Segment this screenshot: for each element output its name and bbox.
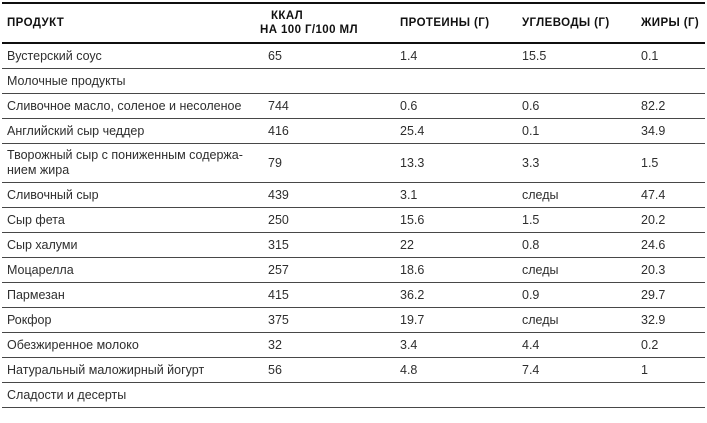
- product-cell: Пармезан: [7, 287, 65, 302]
- fat-cell: 34.9: [641, 123, 666, 138]
- protein-cell: 19.7: [400, 312, 425, 327]
- product-cell: Творожный сыр с пониженным содержа­нием …: [7, 148, 243, 177]
- kcal-cell: [260, 77, 400, 85]
- carbs-cell: 0.8: [522, 237, 540, 252]
- fat-cell: 1: [641, 362, 648, 377]
- table-row: Рокфор 375 19.7 следы 32.9: [2, 308, 705, 333]
- table-row: Сыр халуми 315 22 0.8 24.6: [2, 233, 705, 258]
- column-header-product: ПРОДУКТ: [7, 17, 65, 29]
- protein-cell: 13.3: [400, 155, 425, 170]
- protein-cell: 4.8: [400, 362, 418, 377]
- table-row: Сыр фета 250 15.6 1.5 20.2: [2, 208, 705, 233]
- fat-cell: [640, 77, 705, 85]
- fat-cell: 0.2: [641, 337, 659, 352]
- table-row: Обезжиренное молоко 32 3.4 4.4 0.2: [2, 333, 705, 358]
- section-header-row: Сладости и десерты: [2, 383, 705, 408]
- protein-cell: 15.6: [400, 212, 425, 227]
- protein-cell: 18.6: [400, 262, 425, 277]
- protein-cell: 36.2: [400, 287, 425, 302]
- carbs-cell: следы: [522, 312, 559, 327]
- protein-cell: [400, 77, 522, 85]
- fat-cell: 32.9: [641, 312, 666, 327]
- kcal-cell: 65: [268, 48, 282, 63]
- kcal-cell: 79: [268, 155, 282, 170]
- carbs-cell: 0.6: [522, 98, 540, 113]
- protein-cell: 0.6: [400, 98, 418, 113]
- column-header-protein: ПРОТЕИНЫ (Г): [400, 17, 490, 29]
- table-header-row: ПРОДУКТ ККАЛ НА 100 Г/100 МЛ ПРОТЕИНЫ (Г…: [2, 4, 705, 44]
- kcal-cell: [260, 391, 400, 399]
- kcal-cell: 250: [268, 212, 289, 227]
- product-cell: Обезжиренное молоко: [7, 337, 139, 352]
- column-header-fat: ЖИРЫ (Г): [641, 17, 700, 29]
- carbs-cell: 1.5: [522, 212, 540, 227]
- column-header-kcal-line1: ККАЛ: [271, 10, 304, 22]
- table-row: Натуральный маложирный йогурт 56 4.8 7.4…: [2, 358, 705, 383]
- table-row: Английский сыр чеддер 416 25.4 0.1 34.9: [2, 119, 705, 144]
- product-cell: Сыр халуми: [7, 237, 78, 252]
- protein-cell: 22: [400, 237, 414, 252]
- section-header-row: Молочные продукты: [2, 69, 705, 94]
- fat-cell: 82.2: [641, 98, 666, 113]
- product-cell: Сыр фета: [7, 212, 65, 227]
- protein-cell: [400, 391, 522, 399]
- kcal-cell: 415: [268, 287, 289, 302]
- kcal-cell: 56: [268, 362, 282, 377]
- protein-cell: 3.1: [400, 187, 418, 202]
- table-row: Моцарелла 257 18.6 следы 20.3: [2, 258, 705, 283]
- carbs-cell: 4.4: [522, 337, 540, 352]
- kcal-cell: 439: [268, 187, 289, 202]
- table-row: Вустерский соус 65 1.4 15.5 0.1: [2, 44, 705, 69]
- product-cell: Вустерский соус: [7, 48, 102, 63]
- product-cell: Сливочный сыр: [7, 187, 99, 202]
- protein-cell: 25.4: [400, 123, 425, 138]
- product-cell: Сливочное масло, соленое и несоленое: [7, 98, 242, 113]
- kcal-cell: 257: [268, 262, 289, 277]
- fat-cell: 20.2: [641, 212, 666, 227]
- product-cell: Моцарелла: [7, 262, 74, 277]
- kcal-cell: 32: [268, 337, 282, 352]
- protein-cell: 3.4: [400, 337, 418, 352]
- fat-cell: [640, 391, 705, 399]
- fat-cell: 47.4: [641, 187, 666, 202]
- product-cell: Рокфор: [7, 312, 52, 327]
- product-cell: Английский сыр чеддер: [7, 123, 145, 138]
- nutrition-table: ПРОДУКТ ККАЛ НА 100 Г/100 МЛ ПРОТЕИНЫ (Г…: [2, 2, 705, 408]
- kcal-cell: 416: [268, 123, 289, 138]
- kcal-cell: 315: [268, 237, 289, 252]
- product-cell: Сладости и десерты: [7, 387, 127, 402]
- carbs-cell: следы: [522, 187, 559, 202]
- fat-cell: 1.5: [641, 155, 659, 170]
- carbs-cell: [522, 391, 640, 399]
- kcal-cell: 375: [268, 312, 289, 327]
- carbs-cell: 0.9: [522, 287, 540, 302]
- table-row: Сливочное масло, соленое и несоленое 744…: [2, 94, 705, 119]
- carbs-cell: 3.3: [522, 155, 540, 170]
- carbs-cell: 15.5: [522, 48, 547, 63]
- fat-cell: 0.1: [641, 48, 659, 63]
- product-cell: Натуральный маложирный йогурт: [7, 362, 205, 377]
- column-header-kcal: ККАЛ НА 100 Г/100 МЛ: [260, 9, 400, 37]
- fat-cell: 29.7: [641, 287, 666, 302]
- fat-cell: 20.3: [641, 262, 666, 277]
- carbs-cell: [522, 77, 640, 85]
- product-cell: Молочные продукты: [7, 73, 126, 88]
- carbs-cell: 7.4: [522, 362, 540, 377]
- carbs-cell: следы: [522, 262, 559, 277]
- kcal-cell: 744: [268, 98, 289, 113]
- column-header-kcal-line2: НА 100 Г/100 МЛ: [260, 24, 358, 36]
- table-row: Сливочный сыр 439 3.1 следы 47.4: [2, 183, 705, 208]
- fat-cell: 24.6: [641, 237, 666, 252]
- protein-cell: 1.4: [400, 48, 418, 63]
- table-body: Вустерский соус 65 1.4 15.5 0.1 Молочные…: [2, 44, 705, 408]
- carbs-cell: 0.1: [522, 123, 540, 138]
- table-row: Творожный сыр с пониженным содержа­нием …: [2, 144, 705, 183]
- column-header-carbs: УГЛЕВОДЫ (Г): [522, 17, 610, 29]
- table-row: Пармезан 415 36.2 0.9 29.7: [2, 283, 705, 308]
